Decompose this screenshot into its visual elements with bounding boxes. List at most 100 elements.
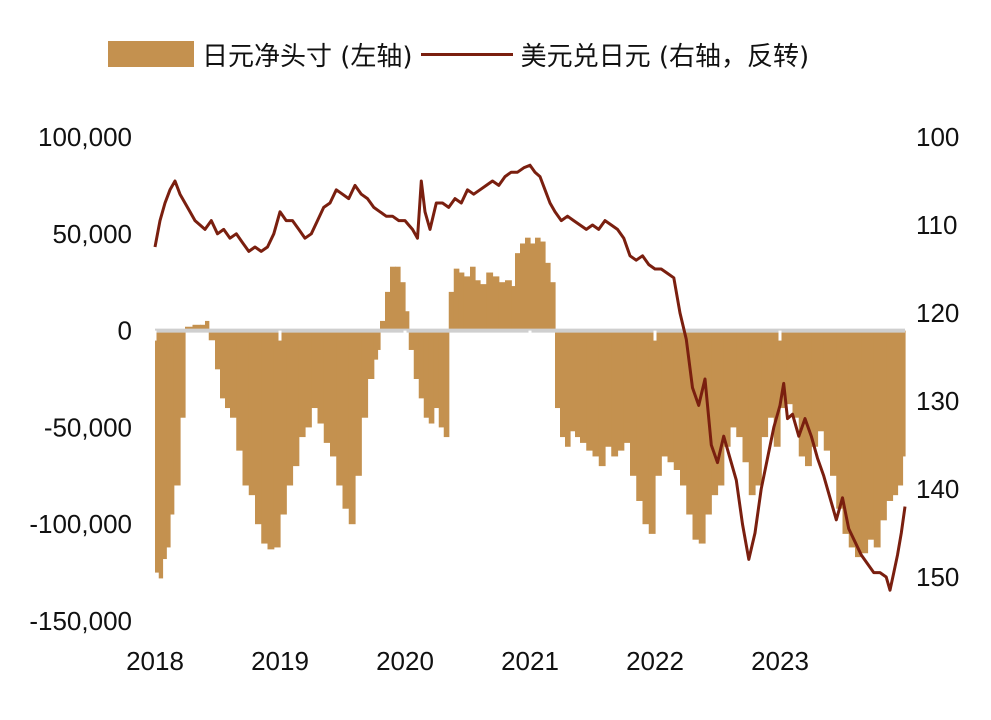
bar [458, 272, 465, 331]
bar [261, 330, 269, 544]
bar [292, 330, 300, 467]
bar [692, 330, 700, 540]
bar [225, 330, 231, 409]
bar [761, 330, 769, 438]
bar [661, 330, 669, 457]
y-left-tick-label: 0 [118, 316, 132, 346]
legend-bar-swatch [108, 41, 194, 67]
bar [540, 241, 546, 331]
bar [550, 282, 556, 331]
bar [385, 291, 391, 331]
bar [773, 330, 781, 447]
bar [673, 330, 681, 470]
bar [492, 276, 500, 331]
bar [200, 324, 206, 331]
bar [475, 280, 481, 331]
bar [655, 330, 662, 476]
bar [336, 330, 344, 486]
bar [648, 330, 656, 534]
x-tick-label: 2022 [626, 646, 684, 676]
bar [848, 330, 856, 548]
bar [355, 330, 362, 476]
bar [823, 330, 831, 451]
bar [267, 330, 275, 550]
y-right-tick-label: 110 [916, 210, 957, 240]
bar [317, 330, 325, 424]
bar [505, 280, 512, 331]
bar [780, 330, 787, 409]
bar [173, 330, 181, 486]
bar [470, 266, 476, 331]
bar [405, 311, 410, 331]
bar [592, 330, 600, 457]
bar [897, 330, 904, 486]
bar [305, 330, 312, 428]
bar [836, 330, 844, 509]
bar [565, 330, 571, 447]
y-left-tick-label: 100,000 [38, 122, 132, 152]
bar [560, 330, 566, 438]
bar [580, 330, 587, 443]
bar [342, 330, 350, 509]
bar [605, 330, 612, 447]
bar [636, 330, 644, 501]
bar [642, 330, 650, 525]
legend-bar-label: 日元净头寸 (左轴) [202, 41, 413, 72]
bar [575, 330, 581, 438]
y-right-tick-label: 100 [916, 122, 959, 152]
x-tick-label: 2018 [126, 646, 184, 676]
bar [180, 330, 186, 418]
bar [711, 330, 719, 496]
bar [170, 330, 175, 515]
bar [686, 330, 694, 515]
y-left-tick-label: 50,000 [52, 219, 132, 249]
bar [586, 330, 594, 451]
bar [248, 330, 256, 496]
bar [443, 330, 450, 438]
bar [395, 266, 401, 331]
bar [617, 330, 625, 451]
bar [236, 330, 244, 451]
bar [515, 253, 521, 331]
bar [817, 330, 825, 432]
bar [162, 330, 167, 560]
y-left-tick-label: -50,000 [44, 412, 132, 442]
bar [433, 330, 440, 409]
bar [448, 291, 455, 331]
bar [373, 330, 379, 360]
x-tick-label: 2019 [251, 646, 309, 676]
series-line [153, 163, 907, 592]
bar [166, 330, 171, 548]
bar [158, 330, 164, 579]
bar [208, 330, 216, 341]
bar [380, 320, 386, 331]
bar [570, 330, 576, 432]
bar [348, 330, 356, 525]
bar [742, 330, 750, 463]
bar [155, 330, 160, 573]
y-right-tick-label: 150 [916, 562, 959, 592]
bar [886, 330, 894, 501]
bar [805, 330, 812, 467]
bar [408, 330, 415, 350]
x-tick-label: 2021 [501, 646, 559, 676]
bar [361, 330, 369, 418]
bar [855, 330, 862, 558]
bar [520, 243, 526, 331]
legend-line-label: 美元兑日元 (右轴，反转) [520, 41, 810, 72]
x-tick-label: 2023 [751, 646, 809, 676]
bar [623, 330, 631, 443]
bar [798, 330, 806, 457]
bar [367, 330, 375, 379]
bar [880, 330, 887, 521]
bar [220, 330, 226, 399]
bar [330, 330, 337, 457]
bar [767, 330, 775, 418]
bar [667, 330, 675, 463]
bar [286, 330, 294, 486]
bar [811, 330, 819, 447]
bar [413, 330, 420, 379]
bar [230, 330, 237, 418]
bar [390, 266, 396, 331]
bar [428, 330, 435, 424]
